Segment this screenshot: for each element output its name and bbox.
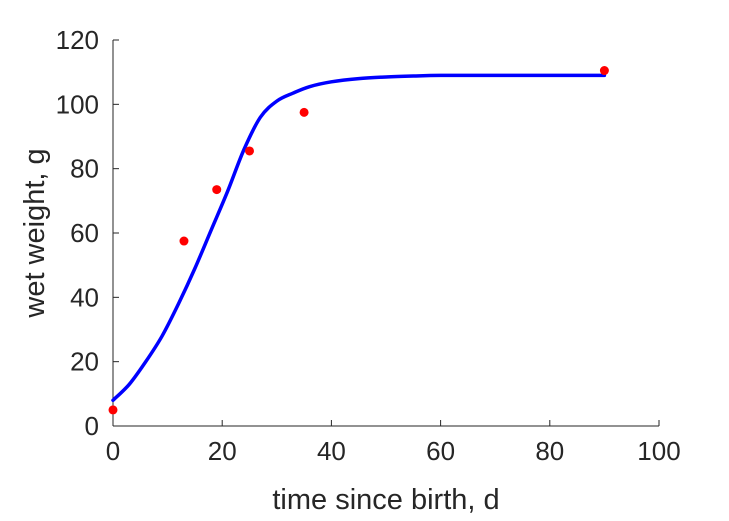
x-tick-label: 60: [426, 436, 455, 466]
x-tick-label: 80: [535, 436, 564, 466]
data-point: [599, 66, 609, 76]
data-point: [179, 236, 189, 246]
y-tick-label: 100: [56, 89, 99, 119]
y-tick-label: 20: [70, 347, 99, 377]
series-layer: [108, 66, 609, 415]
y-tick-label: 60: [70, 218, 99, 248]
x-ticks: 0 20 40 60 80 100: [106, 420, 681, 466]
x-tick-label: 0: [106, 436, 120, 466]
data-point: [108, 405, 118, 415]
data-point: [299, 107, 309, 117]
fit-curve-line: [111, 73, 607, 403]
plot-area: 0 20 40 60 80 100 0 20 40 60 80 100 120: [56, 25, 681, 466]
x-tick-label: 100: [637, 436, 680, 466]
y-tick-label: 120: [56, 25, 99, 55]
x-tick-label: 20: [208, 436, 237, 466]
y-tick-label: 80: [70, 154, 99, 184]
y-ticks: 0 20 40 60 80 100 120: [56, 25, 119, 441]
x-axis-label: time since birth, d: [272, 484, 499, 516]
y-tick-label: 0: [85, 411, 99, 441]
data-point: [245, 146, 254, 156]
x-tick-label: 40: [317, 436, 346, 466]
y-tick-label: 40: [70, 282, 99, 312]
data-point: [212, 185, 222, 195]
y-axis-label: wet weight, g: [19, 148, 51, 318]
